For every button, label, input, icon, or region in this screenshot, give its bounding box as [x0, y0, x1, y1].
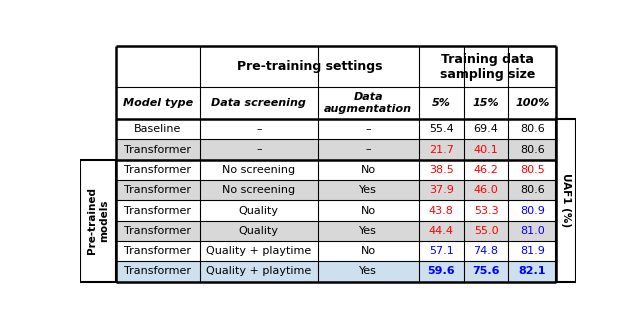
Bar [116, 221, 556, 241]
Text: Transformer: Transformer [124, 205, 191, 215]
Text: 80.6: 80.6 [520, 124, 545, 134]
Bar [116, 119, 556, 139]
Text: 38.5: 38.5 [429, 165, 454, 175]
Text: 74.8: 74.8 [474, 246, 499, 256]
Text: Model type: Model type [123, 98, 193, 108]
Text: 37.9: 37.9 [429, 185, 454, 195]
Text: 75.6: 75.6 [472, 267, 500, 277]
Bar [116, 241, 556, 261]
Text: Quality + playtime: Quality + playtime [206, 246, 312, 256]
Text: –: – [365, 145, 371, 155]
Text: 80.5: 80.5 [520, 165, 545, 175]
Text: 80.6: 80.6 [520, 145, 545, 155]
Text: 46.0: 46.0 [474, 185, 499, 195]
Text: Transformer: Transformer [124, 226, 191, 236]
Text: Quality + playtime: Quality + playtime [206, 267, 312, 277]
Text: 46.2: 46.2 [474, 165, 499, 175]
Text: 40.1: 40.1 [474, 145, 499, 155]
Text: Pre-trained
models: Pre-trained models [87, 187, 109, 254]
Text: –: – [365, 124, 371, 134]
Text: Training data
sampling size: Training data sampling size [440, 53, 535, 81]
Text: Yes: Yes [359, 226, 377, 236]
Text: No: No [360, 246, 376, 256]
Bar [116, 160, 556, 180]
Bar [116, 261, 556, 282]
Text: 53.3: 53.3 [474, 205, 499, 215]
Text: 82.1: 82.1 [518, 267, 546, 277]
Text: Quality: Quality [239, 226, 279, 236]
Bar [116, 180, 556, 200]
Text: 55.4: 55.4 [429, 124, 454, 134]
Text: 44.4: 44.4 [429, 226, 454, 236]
Text: 43.8: 43.8 [429, 205, 454, 215]
Text: 5%: 5% [432, 98, 451, 108]
Text: 57.1: 57.1 [429, 246, 454, 256]
Text: Data screening: Data screening [211, 98, 306, 108]
Text: Quality: Quality [239, 205, 279, 215]
Text: Data
augmentation: Data augmentation [324, 92, 412, 114]
Text: No screening: No screening [222, 185, 295, 195]
Bar [556, 119, 576, 282]
Text: UAF1 (%): UAF1 (%) [561, 173, 571, 227]
Text: 55.0: 55.0 [474, 226, 499, 236]
Text: Transformer: Transformer [124, 185, 191, 195]
Text: –: – [256, 145, 262, 155]
Text: 81.0: 81.0 [520, 226, 545, 236]
Text: Yes: Yes [359, 267, 377, 277]
Text: 69.4: 69.4 [474, 124, 499, 134]
Text: No: No [360, 165, 376, 175]
Text: –: – [256, 124, 262, 134]
Text: Baseline: Baseline [134, 124, 182, 134]
Text: 100%: 100% [515, 98, 550, 108]
Bar [80, 160, 116, 282]
Text: Transformer: Transformer [124, 246, 191, 256]
Text: 59.6: 59.6 [428, 267, 455, 277]
Text: Transformer: Transformer [124, 145, 191, 155]
Bar [116, 200, 556, 221]
Text: 80.6: 80.6 [520, 185, 545, 195]
Bar [116, 139, 556, 160]
Text: 15%: 15% [473, 98, 499, 108]
Text: 21.7: 21.7 [429, 145, 454, 155]
Text: 80.9: 80.9 [520, 205, 545, 215]
Text: No: No [360, 205, 376, 215]
Text: Yes: Yes [359, 185, 377, 195]
Text: Transformer: Transformer [124, 165, 191, 175]
Text: Pre-training settings: Pre-training settings [237, 60, 382, 73]
Text: 81.9: 81.9 [520, 246, 545, 256]
Text: Transformer: Transformer [124, 267, 191, 277]
Text: No screening: No screening [222, 165, 295, 175]
